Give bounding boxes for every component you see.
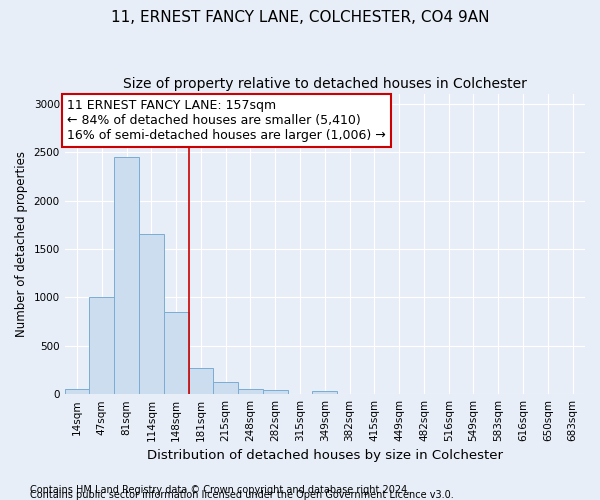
Bar [214,382,238,394]
Bar [89,298,114,394]
Bar [263,390,287,394]
Y-axis label: Number of detached properties: Number of detached properties [15,151,28,337]
Bar [188,368,214,394]
Title: Size of property relative to detached houses in Colchester: Size of property relative to detached ho… [123,78,527,92]
Text: 11, ERNEST FANCY LANE, COLCHESTER, CO4 9AN: 11, ERNEST FANCY LANE, COLCHESTER, CO4 9… [111,10,489,25]
Text: 11 ERNEST FANCY LANE: 157sqm
← 84% of detached houses are smaller (5,410)
16% of: 11 ERNEST FANCY LANE: 157sqm ← 84% of de… [67,98,386,142]
Text: Contains HM Land Registry data © Crown copyright and database right 2024.: Contains HM Land Registry data © Crown c… [30,485,410,495]
Bar [164,312,188,394]
Bar [65,390,89,394]
Bar [139,234,164,394]
Text: Contains public sector information licensed under the Open Government Licence v3: Contains public sector information licen… [30,490,454,500]
Bar [313,391,337,394]
Bar [238,390,263,394]
Bar [114,157,139,394]
X-axis label: Distribution of detached houses by size in Colchester: Distribution of detached houses by size … [147,450,503,462]
